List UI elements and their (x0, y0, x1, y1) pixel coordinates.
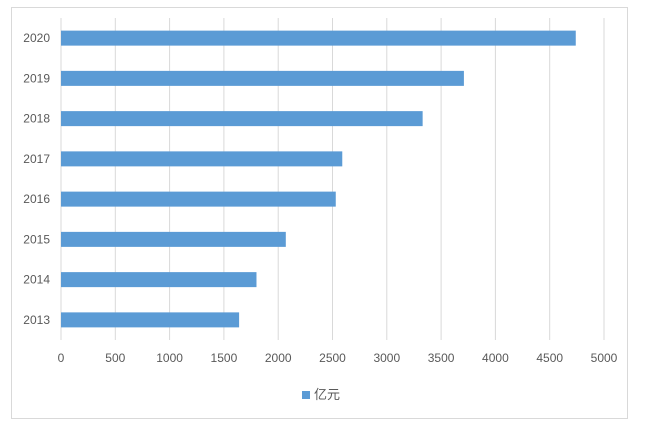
y-tick-label: 2014 (23, 273, 50, 287)
legend: 亿元 (302, 388, 340, 403)
bar-2013 (61, 312, 240, 328)
y-tick-label: 2016 (23, 192, 50, 206)
bar-2014 (61, 272, 257, 288)
x-tick-label: 1000 (156, 351, 183, 365)
legend-label: 亿元 (314, 388, 340, 403)
category-axis-labels: 2013 2014 2015 2016 2017 2018 2019 2020 (23, 31, 50, 327)
bar-2016 (61, 191, 336, 207)
bar-2017 (61, 151, 343, 167)
x-tick-label: 4500 (536, 351, 563, 365)
y-tick-label: 2013 (23, 313, 50, 327)
bar-2018 (61, 111, 423, 127)
x-tick-label: 2500 (319, 351, 346, 365)
grid-lines (60, 18, 605, 340)
x-tick-label: 1500 (211, 351, 238, 365)
y-tick-label: 2015 (23, 232, 50, 246)
bar-2020 (61, 30, 576, 46)
y-tick-label: 2018 (23, 112, 50, 126)
x-tick-label: 4000 (482, 351, 509, 365)
y-tick-label: 2019 (23, 71, 50, 85)
bars (61, 30, 576, 328)
x-tick-label: 3500 (428, 351, 455, 365)
value-axis-labels: 0 500 1000 1500 2000 2500 3000 3500 4000 4500 5000 (58, 351, 618, 365)
x-tick-label: 3000 (373, 351, 400, 365)
bar-2015 (61, 231, 286, 247)
x-tick-label: 500 (105, 351, 125, 365)
x-tick-label: 2000 (265, 351, 292, 365)
legend-swatch (302, 391, 310, 399)
y-tick-label: 2020 (23, 31, 50, 45)
x-tick-label: 5000 (591, 351, 618, 365)
y-tick-label: 2017 (23, 152, 50, 166)
x-tick-label: 0 (58, 351, 65, 365)
bar-2019 (61, 70, 464, 86)
